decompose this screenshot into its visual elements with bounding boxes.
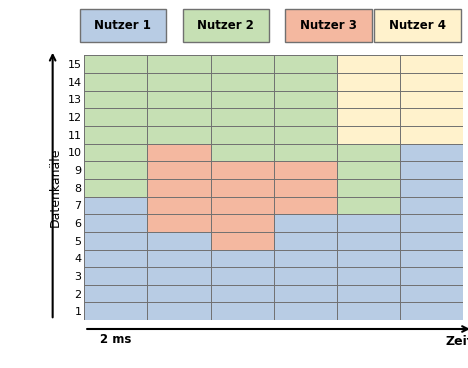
Bar (337, 285, 400, 302)
Bar (274, 214, 337, 232)
Bar (400, 267, 463, 285)
Bar (400, 250, 463, 267)
Bar (147, 55, 211, 73)
Bar (84, 179, 147, 197)
Bar (84, 267, 147, 285)
Bar (274, 285, 337, 302)
Bar (211, 108, 274, 126)
Bar (274, 73, 337, 91)
Bar (274, 161, 337, 179)
Bar (211, 91, 274, 108)
Bar (274, 144, 337, 161)
Bar (400, 161, 463, 179)
Bar (337, 73, 400, 91)
Text: Nutzer 3: Nutzer 3 (300, 19, 357, 32)
Bar (211, 144, 274, 161)
Bar (147, 285, 211, 302)
Bar (274, 302, 337, 320)
Bar (274, 197, 337, 214)
Bar (274, 91, 337, 108)
Bar (274, 267, 337, 285)
Bar (84, 108, 147, 126)
Text: Zeit: Zeit (445, 335, 468, 348)
Bar (84, 161, 147, 179)
Y-axis label: Datenkanäle: Datenkanäle (49, 148, 62, 227)
Bar (147, 197, 211, 214)
Bar (211, 161, 274, 179)
Bar (147, 108, 211, 126)
Text: 2 ms: 2 ms (100, 333, 132, 346)
Bar (337, 179, 400, 197)
Bar (337, 302, 400, 320)
Bar (84, 144, 147, 161)
Bar (400, 197, 463, 214)
Bar (400, 55, 463, 73)
Bar (211, 285, 274, 302)
Bar (84, 214, 147, 232)
Bar (337, 161, 400, 179)
Bar (400, 126, 463, 144)
Bar (84, 232, 147, 250)
Bar (147, 144, 211, 161)
Text: Nutzer 1: Nutzer 1 (95, 19, 151, 32)
Bar (211, 73, 274, 91)
Bar (147, 302, 211, 320)
Bar (211, 214, 274, 232)
Bar (274, 179, 337, 197)
Bar (147, 232, 211, 250)
Bar (211, 302, 274, 320)
Bar (84, 55, 147, 73)
Bar (337, 108, 400, 126)
Bar (337, 144, 400, 161)
Bar (400, 232, 463, 250)
Bar (337, 250, 400, 267)
Bar (274, 250, 337, 267)
Bar (211, 179, 274, 197)
Bar (84, 250, 147, 267)
Bar (274, 232, 337, 250)
Bar (147, 161, 211, 179)
Bar (274, 55, 337, 73)
Bar (337, 55, 400, 73)
Bar (337, 91, 400, 108)
Bar (84, 73, 147, 91)
Bar (274, 108, 337, 126)
Bar (147, 91, 211, 108)
Bar (400, 285, 463, 302)
Bar (147, 267, 211, 285)
Bar (211, 267, 274, 285)
Bar (84, 126, 147, 144)
Bar (147, 250, 211, 267)
Text: Nutzer 2: Nutzer 2 (197, 19, 254, 32)
Bar (147, 126, 211, 144)
Bar (337, 232, 400, 250)
Bar (274, 126, 337, 144)
Bar (400, 179, 463, 197)
Bar (84, 91, 147, 108)
Bar (400, 91, 463, 108)
Bar (211, 250, 274, 267)
Bar (211, 126, 274, 144)
Bar (84, 302, 147, 320)
Bar (337, 214, 400, 232)
Bar (147, 73, 211, 91)
Bar (400, 108, 463, 126)
Bar (84, 197, 147, 214)
Bar (147, 214, 211, 232)
Bar (211, 232, 274, 250)
Bar (337, 197, 400, 214)
Bar (337, 126, 400, 144)
Text: Nutzer 4: Nutzer 4 (389, 19, 446, 32)
Bar (211, 55, 274, 73)
Bar (400, 144, 463, 161)
Bar (400, 214, 463, 232)
Bar (400, 302, 463, 320)
Bar (400, 73, 463, 91)
Bar (211, 197, 274, 214)
Bar (84, 285, 147, 302)
Bar (337, 267, 400, 285)
Bar (147, 179, 211, 197)
